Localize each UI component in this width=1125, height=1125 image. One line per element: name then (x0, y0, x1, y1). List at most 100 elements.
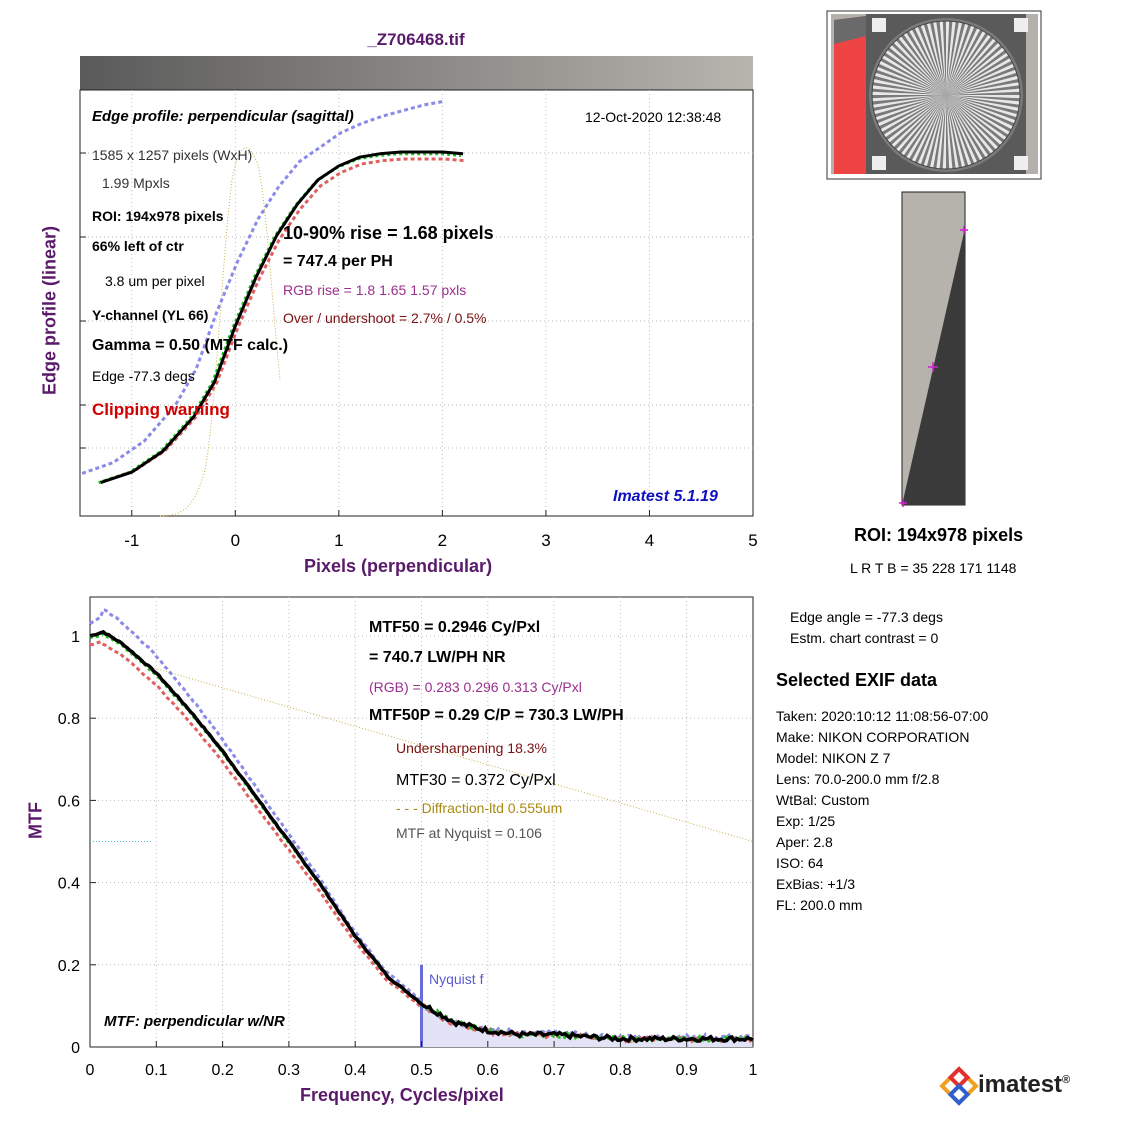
edge-luminance-curve (100, 150, 464, 485)
star-spoke (909, 29, 946, 95)
star-spoke (911, 95, 946, 163)
exif-entry: FL: 200.0 mm (776, 897, 863, 913)
file-title: _Z706468.tif (367, 30, 465, 49)
star-spoke (881, 55, 946, 95)
star-spoke (893, 40, 946, 95)
mtf-y-tick-label: 1 (71, 629, 80, 646)
mtf-y-tick-label: 0.8 (58, 711, 80, 728)
star-spoke (946, 88, 1020, 95)
exif-entry: WtBal: Custom (776, 792, 870, 808)
edge-y-axis-label: Edge profile (linear) (39, 225, 60, 396)
star-spoke (946, 95, 989, 158)
edge-angle: Edge angle = -77.3 degs (790, 609, 943, 625)
star-spoke (946, 21, 956, 95)
star-spoke (889, 45, 946, 95)
star-spoke (946, 95, 1016, 124)
star-spoke (946, 95, 972, 166)
edge-x-tick-label: 1 (334, 531, 343, 550)
edge-gradient-strip (80, 56, 753, 90)
imatest-logo-text: imatest® (978, 1071, 1071, 1098)
star-rim (871, 20, 1021, 170)
lwph-value: = 740.7 LW/PH NR (369, 649, 506, 666)
mtf50-value: MTF50 = 0.2946 Cy/Pxl (369, 619, 541, 636)
roi-size: ROI: 194x978 pixels (92, 208, 224, 224)
mtf-y-tick-label: 0 (71, 1040, 80, 1057)
diffraction-limit-line (142, 664, 754, 842)
overshoot: Over / undershoot = 2.7% / 0.5% (283, 310, 487, 326)
star-spoke (946, 95, 966, 168)
edge-profile-panel: -1 0 1 2 3 4 5 (79, 89, 758, 550)
star-spoke (914, 26, 946, 96)
channel-info: Y-channel (YL 66) (92, 307, 209, 323)
gamma-info: Gamma = 0.50 (MTF calc.) (92, 337, 289, 354)
roi-preview (899, 191, 968, 507)
roi-edge-markers (899, 226, 968, 507)
mtf-x-tick-label: 0.5 (410, 1062, 432, 1079)
edge-x-tick-label: 2 (438, 531, 447, 550)
mtf50p-value: MTF50P = 0.29 C/P = 730.3 LW/PH (369, 707, 624, 724)
diffraction-limit: - - - Diffraction-ltd 0.555um (396, 800, 563, 816)
imatest-logo-mark (939, 1066, 979, 1106)
mtf-x-axis-label: Frequency, Cycles/pixel (300, 1085, 504, 1105)
edge-x-tick-label: 4 (645, 531, 654, 550)
mtf-y-tick-label: 0.2 (58, 958, 80, 975)
undersharpening: Undersharpening 18.3% (396, 740, 547, 756)
star-spoke (933, 21, 946, 96)
star-spoke (872, 95, 946, 102)
rise-distance: 10-90% rise = 1.68 pixels (283, 223, 494, 243)
edge-angle-info: Edge -77.3 degs (92, 368, 195, 384)
star-spoke (946, 95, 983, 161)
exif-entry: Aper: 2.8 (776, 834, 833, 850)
mtf-x-tick-label: 0.8 (609, 1062, 631, 1079)
star-spoke (872, 95, 946, 108)
mtf-y-axis-label: MTF (25, 802, 46, 839)
star-spoke (946, 25, 975, 95)
edge-green-channel (98, 152, 462, 485)
star-spoke (887, 95, 946, 143)
star-spoke (885, 50, 946, 95)
mtf-grid (90, 597, 753, 1047)
mtf-x-tick-label: 0.7 (543, 1062, 565, 1079)
nyquist-label: Nyquist f (429, 971, 484, 987)
star-spoke (946, 95, 953, 169)
star-spoke (946, 58, 1012, 95)
pixel-size: 3.8 um per pixel (105, 273, 205, 289)
star-spoke (946, 95, 1019, 111)
mtf-x-tick-label: 0.2 (211, 1062, 233, 1079)
star-spoke (930, 95, 946, 168)
star-spoke (946, 34, 991, 95)
imatest-version: Imatest 5.1.19 (613, 488, 718, 505)
star-spoke (946, 47, 1005, 95)
mtf-x-tick-label: 0.3 (278, 1062, 300, 1079)
rise-per-ph: = 747.4 per PH (283, 253, 393, 270)
star-spoke (946, 63, 1015, 95)
roi-title: ROI: 194x978 pixels (854, 525, 1024, 545)
star-spoke (936, 95, 946, 169)
exif-entry: Exp: 1/25 (776, 813, 836, 829)
edge-x-axis-label: Pixels (perpendicular) (304, 556, 493, 576)
exif-entry: Lens: 70.0-200.0 mm f/2.8 (776, 771, 940, 787)
star-spoke (872, 91, 946, 95)
star-spoke (939, 21, 946, 96)
mtf-at-nyquist: MTF at Nyquist = 0.106 (396, 825, 542, 841)
star-spoke (923, 95, 946, 167)
edge-blue-channel (81, 99, 445, 475)
star-spoke (903, 32, 946, 95)
star-spoke (883, 95, 946, 138)
mtf-panel-title: MTF: perpendicular w/NR (104, 1013, 285, 1030)
star-spoke (874, 72, 946, 95)
chart-contrast: Estm. chart contrast = 0 (790, 630, 939, 646)
mtf-x-tick-label: 0.6 (477, 1062, 499, 1079)
star-spoke (946, 95, 959, 169)
mtf-x-ticks: 0 0.1 0.2 0.3 0.4 0.5 0.6 0.7 0.8 0.9 1 (86, 1041, 758, 1079)
star-spoke (946, 75, 1019, 95)
star-spoke (901, 95, 946, 156)
star-spoke (872, 85, 946, 95)
mtf-x-tick-label: 0 (86, 1062, 95, 1079)
exif-entry: ExBias: +1/3 (776, 876, 855, 892)
star-spoke (906, 95, 946, 160)
star-spoke (878, 60, 946, 95)
star-spoke (873, 79, 946, 95)
roi-position: 66% left of ctr (92, 238, 184, 254)
